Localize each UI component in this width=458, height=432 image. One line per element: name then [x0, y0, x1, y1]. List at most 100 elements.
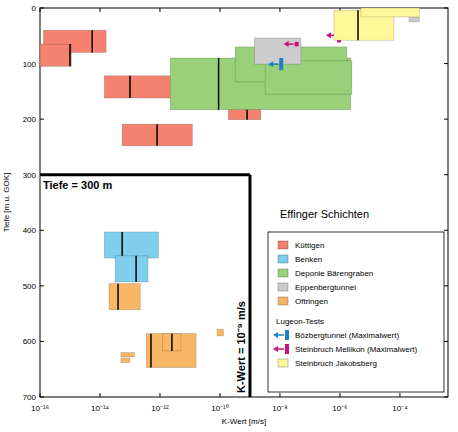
- x-tick-label: 10⁻⁸: [272, 404, 287, 413]
- median-line: [121, 232, 123, 258]
- x-tick-label: 10⁻⁶: [332, 404, 347, 413]
- chart: 10⁻¹⁶ 10⁻¹⁴ 10⁻¹² 10⁻¹⁰ 10⁻⁸ 10⁻⁶ 10⁻⁴ 0 100 200 3…: [0, 0, 458, 432]
- median-line: [156, 124, 158, 146]
- x-axis-label: K-Wert [m/s]: [222, 417, 266, 426]
- median-line: [218, 58, 220, 110]
- legend-swatch: [278, 255, 288, 263]
- y-tick: [40, 341, 44, 342]
- y-tick-label: 700: [23, 393, 37, 402]
- plot-frame: [40, 8, 448, 397]
- y-tick: [444, 285, 448, 286]
- legend-label: Steinbruch Mellikon (Maximalwert): [295, 345, 418, 354]
- legend-label: Benken: [295, 255, 322, 264]
- y-tick-label: 500: [23, 282, 37, 291]
- median-line: [91, 30, 93, 52]
- median-line: [150, 334, 152, 368]
- median-line: [69, 44, 71, 66]
- range-box: [146, 334, 196, 368]
- y-tick: [444, 8, 448, 9]
- x-tick: [99, 393, 100, 397]
- legend-label: Bözbergtunnel (Maximalwert): [295, 331, 399, 340]
- x-tick: [40, 8, 41, 12]
- k-threshold: [248, 175, 251, 397]
- range-box: [121, 353, 134, 357]
- lugeon-bar: [295, 42, 299, 46]
- range-box: [217, 329, 223, 336]
- lugeon-bar: [279, 58, 283, 70]
- x-tick: [159, 8, 160, 12]
- legend-swatch: [278, 359, 288, 367]
- y-tick: [444, 174, 448, 175]
- x-tick: [279, 393, 280, 397]
- range-box: [361, 8, 420, 17]
- median-line: [135, 256, 137, 282]
- median-line: [171, 334, 173, 351]
- legend-swatch: [278, 283, 288, 291]
- x-tick-label: 10⁻¹⁶: [31, 404, 49, 413]
- x-tick-label: 10⁻⁴: [392, 404, 408, 413]
- legend-swatch: [278, 241, 288, 249]
- legend-subtitle: Lugeon-Tests: [276, 317, 324, 326]
- legend-swatch: [278, 269, 288, 277]
- x-tick-label: 10⁻¹⁴: [91, 404, 110, 413]
- y-tick-label: 100: [23, 60, 37, 69]
- lugeon-arrowhead: [284, 41, 289, 47]
- y-tick: [444, 119, 448, 120]
- y-tick-label: 0: [32, 4, 37, 13]
- legend-label: Küttigen: [295, 241, 324, 250]
- legend-arrowhead: [273, 346, 278, 352]
- lugeon-arrowhead: [326, 32, 331, 38]
- annotation: Tiefe = 300 m: [43, 179, 112, 191]
- x-tick: [99, 8, 100, 12]
- y-tick-label: 400: [23, 226, 37, 235]
- x-tick: [339, 393, 340, 397]
- depth-threshold: [40, 173, 250, 176]
- y-axis-label: Tiefe [m u. GOK]: [2, 173, 11, 233]
- range-box: [115, 256, 148, 282]
- x-tick: [219, 393, 220, 397]
- x-tick: [279, 8, 280, 12]
- title: Effinger Schichten: [280, 208, 369, 220]
- y-tick: [40, 230, 44, 231]
- x-tick: [219, 8, 220, 12]
- legend-swatch: [278, 297, 288, 305]
- median-line: [117, 284, 119, 310]
- legend-swatch: [285, 344, 289, 354]
- y-tick: [40, 8, 44, 9]
- x-tick: [399, 393, 400, 397]
- x-tick-label: 10⁻¹²: [151, 404, 169, 413]
- legend-label: Steinbruch Jakobsberg: [295, 359, 377, 368]
- range-box: [162, 334, 181, 351]
- x-tick-label: 10⁻¹⁰: [211, 404, 229, 413]
- legend-label: Eppenbergtunnel: [295, 283, 356, 292]
- x-tick: [159, 393, 160, 397]
- y-tick: [444, 63, 448, 64]
- range-box: [122, 124, 192, 146]
- range-box: [254, 38, 301, 64]
- range-box: [104, 232, 158, 258]
- range-box: [265, 61, 352, 94]
- y-tick: [444, 397, 448, 398]
- y-tick: [40, 285, 44, 286]
- range-box: [121, 358, 130, 362]
- legend-frame: [268, 232, 444, 392]
- y-tick-label: 600: [23, 337, 37, 346]
- y-tick-label: 200: [23, 115, 37, 124]
- median-line: [129, 76, 131, 98]
- x-tick: [40, 393, 41, 397]
- range-box: [40, 44, 71, 66]
- y-tick: [40, 119, 44, 120]
- lugeon-arrowhead: [268, 61, 273, 67]
- legend-label: Oftringen: [295, 297, 328, 306]
- range-box: [409, 17, 419, 22]
- legend-swatch: [285, 330, 289, 340]
- y-tick: [40, 397, 44, 398]
- median-line: [357, 10, 359, 40]
- range-box: [109, 284, 140, 310]
- legend-label: Deponie Bärengraben: [295, 269, 373, 278]
- y-tick-label: 300: [23, 171, 37, 180]
- annotation: K-Wert = 10⁻⁹ m/s: [235, 301, 247, 393]
- y-tick: [444, 230, 448, 231]
- y-tick: [444, 341, 448, 342]
- legend-arrowhead: [273, 332, 278, 338]
